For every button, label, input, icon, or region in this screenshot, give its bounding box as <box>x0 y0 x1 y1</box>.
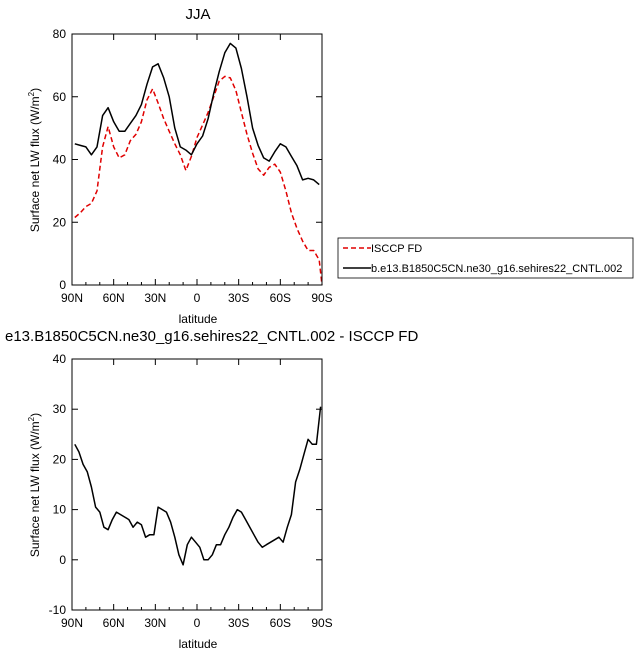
bottom-plot-frame <box>71 358 323 611</box>
top-ytick-label: 20 <box>53 215 67 229</box>
top-xtick-label: 30N <box>144 291 166 305</box>
bottom-y-axis-label-close: ) <box>28 413 42 417</box>
top-plot-area: 0 20 40 60 80 90N 60N 30N 0 30S 60S 90S <box>53 27 333 305</box>
bottom-ytick-label: 0 <box>59 553 66 567</box>
bottom-x-axis-label: latitude <box>179 637 218 651</box>
top-ytick-label: 60 <box>53 90 67 104</box>
bottom-ytick-label: -10 <box>49 603 67 617</box>
bottom-ytick-label: 30 <box>53 402 67 416</box>
bottom-series-line-difference <box>74 406 322 566</box>
bottom-panel: e13.B1850C5CN.ne30_g16.sehires22_CNTL.00… <box>5 328 418 651</box>
bottom-xtick-label: 60S <box>270 616 291 630</box>
bottom-ytick-label: 20 <box>53 452 67 466</box>
bottom-xtick-label: 60N <box>103 616 125 630</box>
bottom-xtick-label: 90S <box>311 616 332 630</box>
bottom-chart-title: e13.B1850C5CN.ne30_g16.sehires22_CNTL.00… <box>5 328 418 345</box>
top-y-axis-label: Surface net LW flux (W/m2) <box>27 88 42 232</box>
top-ytick-label: 0 <box>59 278 66 292</box>
top-plot-frame <box>71 33 323 286</box>
top-ytick-label: 40 <box>53 153 67 167</box>
top-series-line-isccp <box>74 75 323 286</box>
legend-label-isccp: ISCCP FD <box>371 243 422 255</box>
top-xtick-label: 0 <box>194 291 201 305</box>
bottom-y-axis-label-sup: 2 <box>27 416 36 421</box>
top-xtick-label: 30S <box>228 291 249 305</box>
bottom-xtick-label: 0 <box>194 616 201 630</box>
top-xtick-label: 90S <box>311 291 332 305</box>
bottom-plot-area: -10 0 10 20 30 40 90N 60N 30N 0 30S 60S 90S <box>49 352 333 630</box>
top-chart-title: JJA <box>185 6 210 23</box>
legend-box <box>337 237 634 279</box>
top-y-axis-label-close: ) <box>28 88 42 92</box>
top-series-line-model <box>74 42 320 186</box>
top-y-axis-label-sup: 2 <box>27 91 36 96</box>
top-x-axis-label: latitude <box>179 312 218 326</box>
top-xtick-label: 90N <box>61 291 83 305</box>
top-xtick-label: 60S <box>270 291 291 305</box>
bottom-ytick-label: 40 <box>53 352 67 366</box>
top-ytick-label: 80 <box>53 27 67 41</box>
legend: ISCCP FD b.e13.B1850C5CN.ne30_g16.sehire… <box>337 237 634 279</box>
bottom-xtick-label: 30N <box>144 616 166 630</box>
bottom-xtick-label: 90N <box>61 616 83 630</box>
legend-label-model: b.e13.B1850C5CN.ne30_g16.sehires22_CNTL.… <box>371 263 622 275</box>
bottom-y-axis-label: Surface net LW flux (W/m2) <box>27 413 42 557</box>
top-y-axis-label-text: Surface net LW flux (W/m <box>28 96 42 232</box>
bottom-ytick-label: 10 <box>53 503 67 517</box>
top-xtick-label: 60N <box>103 291 125 305</box>
bottom-xtick-label: 30S <box>228 616 249 630</box>
bottom-y-axis-label-text: Surface net LW flux (W/m <box>28 421 42 557</box>
top-panel: JJA 0 20 40 60 80 90N 60N 30N 0 30S 60S 90S latitud… <box>27 6 634 326</box>
